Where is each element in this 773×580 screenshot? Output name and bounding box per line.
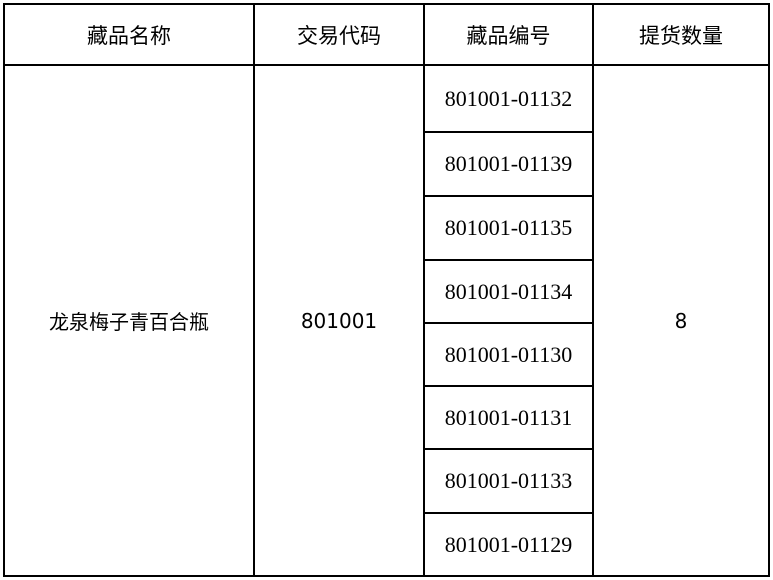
serial-number-cell: 801001-01135 — [423, 195, 594, 261]
serial-number-cell: 801001-01129 — [423, 512, 594, 577]
header-quantity: 提货数量 — [592, 3, 770, 66]
serial-number-cell: 801001-01132 — [423, 64, 594, 133]
serial-number-cell: 801001-01130 — [423, 322, 594, 387]
table-row: 龙泉梅子青百合瓶 801001 801001-01132 8 — [3, 64, 770, 577]
table-row: 801001-01133 — [4, 448, 769, 514]
table-row: 801001-01135 — [4, 195, 769, 261]
table-row: 801001-01139 — [4, 131, 769, 197]
table-row: 801001-01129 — [4, 512, 769, 577]
serial-number-cell: 801001-01131 — [423, 385, 594, 450]
header-serial-number: 藏品编号 — [423, 3, 594, 66]
item-name-cell: 龙泉梅子青百合瓶 — [3, 64, 255, 577]
header-row: 藏品名称 交易代码 藏品编号 提货数量 — [3, 3, 770, 66]
header-item-name: 藏品名称 — [3, 3, 255, 66]
header-trade-code: 交易代码 — [253, 3, 425, 66]
trade-code-cell: 801001 — [253, 64, 425, 577]
serial-number-cell: 801001-01133 — [423, 448, 594, 514]
table-row: 801001-01130 — [4, 322, 769, 387]
table-row: 801001-01131 — [4, 385, 769, 450]
serial-number-cell: 801001-01139 — [423, 131, 594, 197]
pickup-table: 藏品名称 交易代码 藏品编号 提货数量 龙泉梅子青百合瓶 801001 801001… — [3, 3, 770, 577]
serial-number-cell: 801001-01134 — [423, 259, 594, 324]
table-row: 801001-01134 — [4, 259, 769, 324]
quantity-cell: 8 — [592, 64, 770, 577]
